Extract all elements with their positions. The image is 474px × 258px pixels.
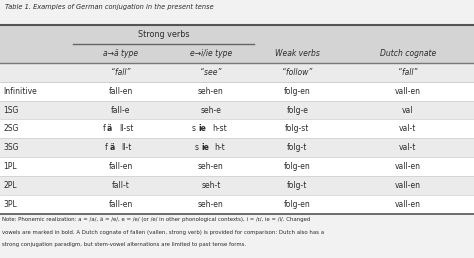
Text: folg-t: folg-t [287, 143, 308, 152]
Text: val-t: val-t [399, 143, 416, 152]
Bar [0, 176, 474, 195]
Text: a→ä type: a→ä type [103, 49, 138, 58]
Text: fall-en: fall-en [109, 200, 133, 209]
Bar [0, 25, 474, 44]
Text: Strong verbs: Strong verbs [138, 30, 189, 39]
Text: “fall”: “fall” [111, 68, 131, 77]
Text: f: f [102, 124, 105, 133]
Text: vowels are marked in bold. A Dutch cognate of fallen (vallen, strong verb) is pr: vowels are marked in bold. A Dutch cogna… [2, 230, 325, 235]
Bar [0, 63, 474, 82]
Text: fall-en: fall-en [109, 87, 133, 96]
Text: folg-en: folg-en [284, 200, 311, 209]
Text: Weak verbs: Weak verbs [275, 49, 320, 58]
Text: ll-t: ll-t [121, 143, 132, 152]
Text: folg-en: folg-en [284, 87, 311, 96]
Text: h-t: h-t [214, 143, 225, 152]
Text: ll-st: ll-st [119, 124, 134, 133]
Text: folg-st: folg-st [285, 124, 310, 133]
Text: 3PL: 3PL [3, 200, 17, 209]
Text: seh-en: seh-en [198, 200, 224, 209]
Text: vall-en: vall-en [395, 200, 420, 209]
Text: 2PL: 2PL [3, 181, 17, 190]
Text: s: s [195, 143, 199, 152]
Text: ä: ä [109, 143, 115, 152]
Text: f: f [105, 143, 108, 152]
Text: 1PL: 1PL [3, 162, 17, 171]
Text: seh-e: seh-e [201, 106, 221, 115]
Text: strong conjugation paradigm, but stem-vowel alternations are limited to past ten: strong conjugation paradigm, but stem-vo… [2, 242, 246, 247]
Text: val-t: val-t [399, 124, 416, 133]
Bar [0, 82, 474, 101]
Text: Note: Phonemic realization: a = /a/, ä = /e/, e = /e/ (or /e/ in other phonologi: Note: Phonemic realization: a = /a/, ä =… [2, 217, 310, 222]
Text: “see”: “see” [200, 68, 222, 77]
Text: Table 1. Examples of German conjugation in the present tense: Table 1. Examples of German conjugation … [5, 4, 213, 10]
Text: seh-t: seh-t [201, 181, 220, 190]
Text: vall-en: vall-en [395, 87, 420, 96]
Text: folg-en: folg-en [284, 162, 311, 171]
Text: fall-en: fall-en [109, 162, 133, 171]
Text: Dutch cognate: Dutch cognate [380, 49, 436, 58]
Text: folg-t: folg-t [287, 181, 308, 190]
Text: vall-en: vall-en [395, 162, 420, 171]
Text: “follow”: “follow” [282, 68, 313, 77]
Bar [0, 195, 474, 214]
Text: “fall”: “fall” [398, 68, 418, 77]
Text: 1SG: 1SG [3, 106, 18, 115]
Text: fall-t: fall-t [112, 181, 130, 190]
Text: 3SG: 3SG [3, 143, 19, 152]
Text: ä: ä [107, 124, 112, 133]
Text: h-st: h-st [212, 124, 227, 133]
Text: vall-en: vall-en [395, 181, 420, 190]
Text: Infinitive: Infinitive [3, 87, 37, 96]
Text: folg-e: folg-e [286, 106, 309, 115]
Text: seh-en: seh-en [198, 87, 224, 96]
Text: ie: ie [201, 143, 209, 152]
Bar [0, 138, 474, 157]
Text: e→i/ie type: e→i/ie type [190, 49, 232, 58]
Bar [0, 119, 474, 138]
Text: s: s [192, 124, 196, 133]
Text: fall-e: fall-e [111, 106, 130, 115]
Text: val: val [402, 106, 413, 115]
Text: seh-en: seh-en [198, 162, 224, 171]
Bar [0, 44, 474, 63]
Bar [0, 157, 474, 176]
Text: ie: ie [199, 124, 206, 133]
Text: 2SG: 2SG [3, 124, 18, 133]
Bar [0, 101, 474, 119]
